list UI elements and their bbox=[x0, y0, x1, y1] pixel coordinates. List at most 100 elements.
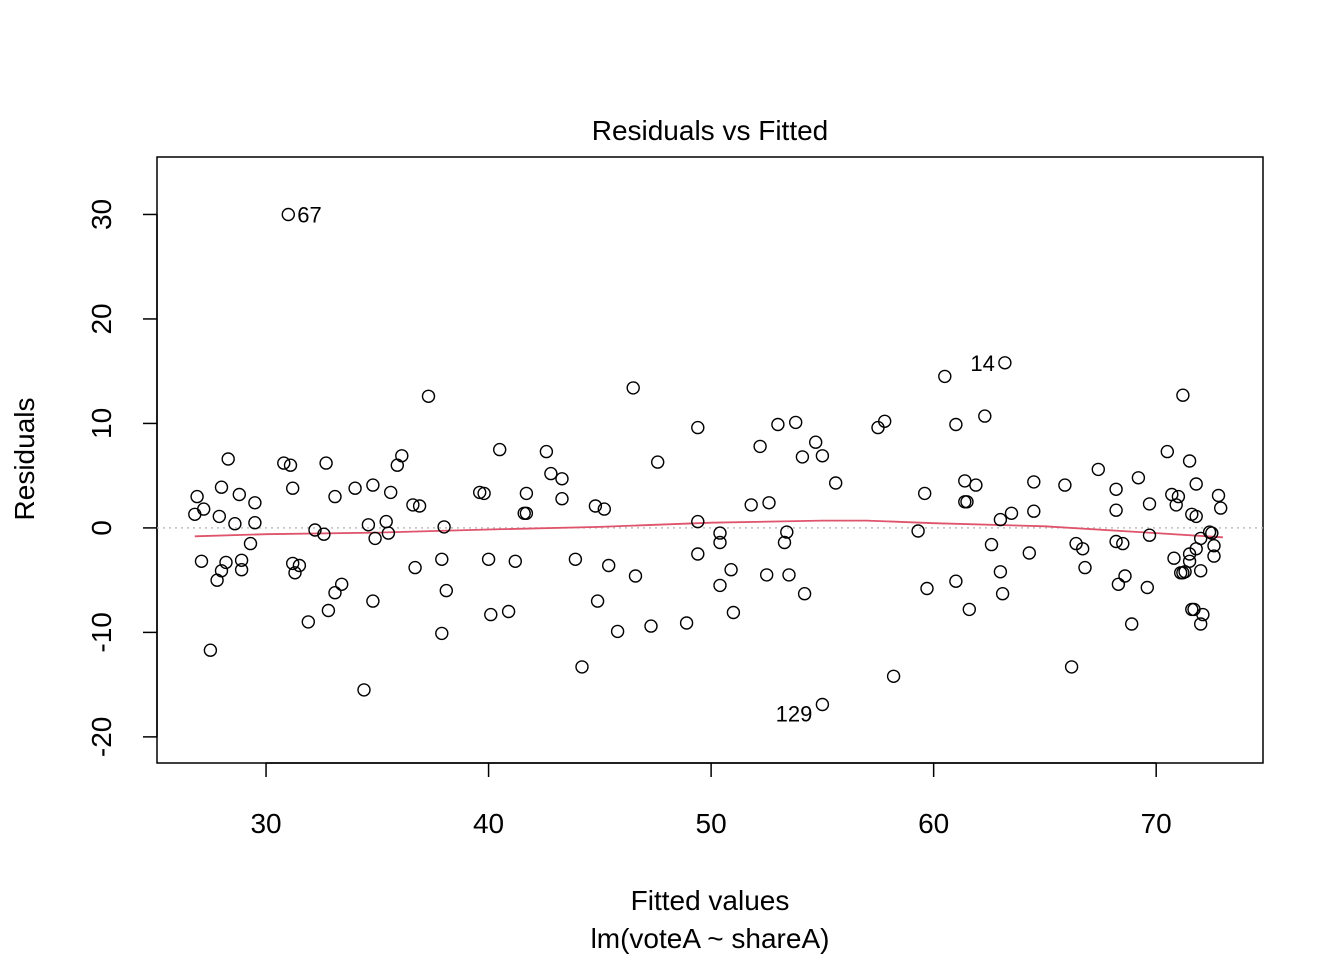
data-point bbox=[493, 442, 507, 457]
data-point bbox=[871, 420, 885, 435]
data-point bbox=[782, 568, 796, 582]
data-point bbox=[995, 587, 1010, 601]
data-point bbox=[1027, 475, 1041, 489]
data-point bbox=[1078, 560, 1092, 575]
x-tick-label: 30 bbox=[250, 808, 281, 839]
data-point bbox=[234, 563, 249, 577]
chart-subtitle: lm(voteA ~ shareA) bbox=[591, 923, 830, 954]
data-point bbox=[713, 535, 727, 550]
data-point bbox=[243, 536, 258, 551]
data-point bbox=[1111, 577, 1126, 591]
data-point bbox=[228, 517, 242, 531]
data-point bbox=[1058, 478, 1072, 492]
y-tick-label: -20 bbox=[86, 717, 117, 757]
data-point bbox=[1196, 607, 1210, 622]
data-point bbox=[780, 525, 794, 539]
data-point bbox=[644, 619, 658, 633]
data-point bbox=[726, 605, 741, 620]
data-point bbox=[292, 558, 307, 573]
data-point bbox=[439, 583, 453, 598]
data-point bbox=[1142, 497, 1157, 511]
y-tick-label: 10 bbox=[86, 408, 117, 439]
data-point bbox=[651, 455, 665, 469]
smooth-line bbox=[194, 519, 1223, 539]
data-point bbox=[1189, 477, 1203, 491]
data-point bbox=[771, 417, 785, 432]
data-point bbox=[753, 439, 767, 454]
data-point bbox=[920, 581, 934, 596]
x-tick-label: 60 bbox=[918, 808, 949, 839]
data-point bbox=[519, 506, 534, 520]
x-tick-label: 40 bbox=[473, 808, 504, 839]
data-point bbox=[993, 565, 1008, 579]
data-point bbox=[815, 449, 830, 463]
data-point bbox=[795, 450, 810, 464]
data-point bbox=[918, 486, 932, 501]
data-point bbox=[1167, 551, 1181, 565]
data-point bbox=[379, 514, 393, 529]
data-point bbox=[190, 489, 204, 504]
data-point bbox=[1124, 617, 1139, 631]
data-point bbox=[568, 552, 583, 566]
data-point bbox=[984, 537, 999, 552]
y-tick-label: -10 bbox=[86, 612, 117, 652]
data-point bbox=[288, 566, 302, 580]
data-point bbox=[1207, 549, 1221, 563]
data-point bbox=[286, 556, 300, 571]
data-point bbox=[1109, 482, 1123, 496]
data-point bbox=[395, 449, 409, 463]
data-point bbox=[210, 573, 224, 587]
data-point bbox=[477, 486, 491, 501]
data-point bbox=[435, 626, 449, 641]
data-point bbox=[212, 509, 227, 524]
data-point bbox=[713, 578, 727, 593]
data-point bbox=[366, 594, 380, 608]
data-point bbox=[1207, 539, 1221, 553]
data-point bbox=[196, 502, 211, 516]
data-point bbox=[481, 552, 496, 566]
data-point bbox=[283, 458, 298, 472]
data-point bbox=[1189, 509, 1203, 524]
data-point bbox=[214, 480, 229, 494]
data-point bbox=[357, 683, 371, 697]
data-point bbox=[969, 478, 983, 492]
data-point bbox=[1075, 542, 1090, 556]
data-point bbox=[1022, 546, 1037, 560]
data-point bbox=[203, 643, 218, 657]
data-point bbox=[368, 531, 382, 546]
data-point bbox=[555, 492, 569, 506]
data-point bbox=[555, 472, 569, 486]
data-point bbox=[1182, 554, 1197, 568]
data-point bbox=[949, 417, 963, 432]
data-point bbox=[602, 558, 616, 573]
data-point bbox=[308, 523, 322, 537]
data-point bbox=[381, 526, 396, 540]
data-point bbox=[610, 624, 625, 639]
outlier-point bbox=[998, 356, 1012, 370]
data-point bbox=[437, 520, 451, 534]
data-point bbox=[1140, 580, 1155, 595]
x-axis-label: Fitted values bbox=[631, 885, 790, 916]
data-point bbox=[232, 487, 247, 502]
data-point bbox=[508, 554, 522, 568]
chart-title: Residuals vs Fitted bbox=[592, 115, 829, 146]
y-tick-label: 0 bbox=[86, 520, 117, 536]
outlier-label: 129 bbox=[776, 701, 813, 726]
data-point bbox=[484, 607, 498, 622]
plot-frame bbox=[156, 156, 1264, 764]
data-point bbox=[1169, 498, 1183, 512]
data-point bbox=[938, 369, 952, 384]
data-point bbox=[328, 586, 342, 600]
data-point bbox=[408, 560, 422, 575]
data-point bbox=[348, 481, 362, 495]
data-point bbox=[590, 594, 605, 608]
data-point bbox=[1205, 526, 1219, 540]
data-point bbox=[234, 553, 249, 567]
data-point bbox=[317, 527, 331, 541]
data-point bbox=[1027, 504, 1041, 518]
data-point bbox=[978, 409, 992, 423]
data-point bbox=[406, 498, 420, 512]
outlier-label: 67 bbox=[297, 202, 321, 227]
data-point bbox=[724, 563, 738, 577]
